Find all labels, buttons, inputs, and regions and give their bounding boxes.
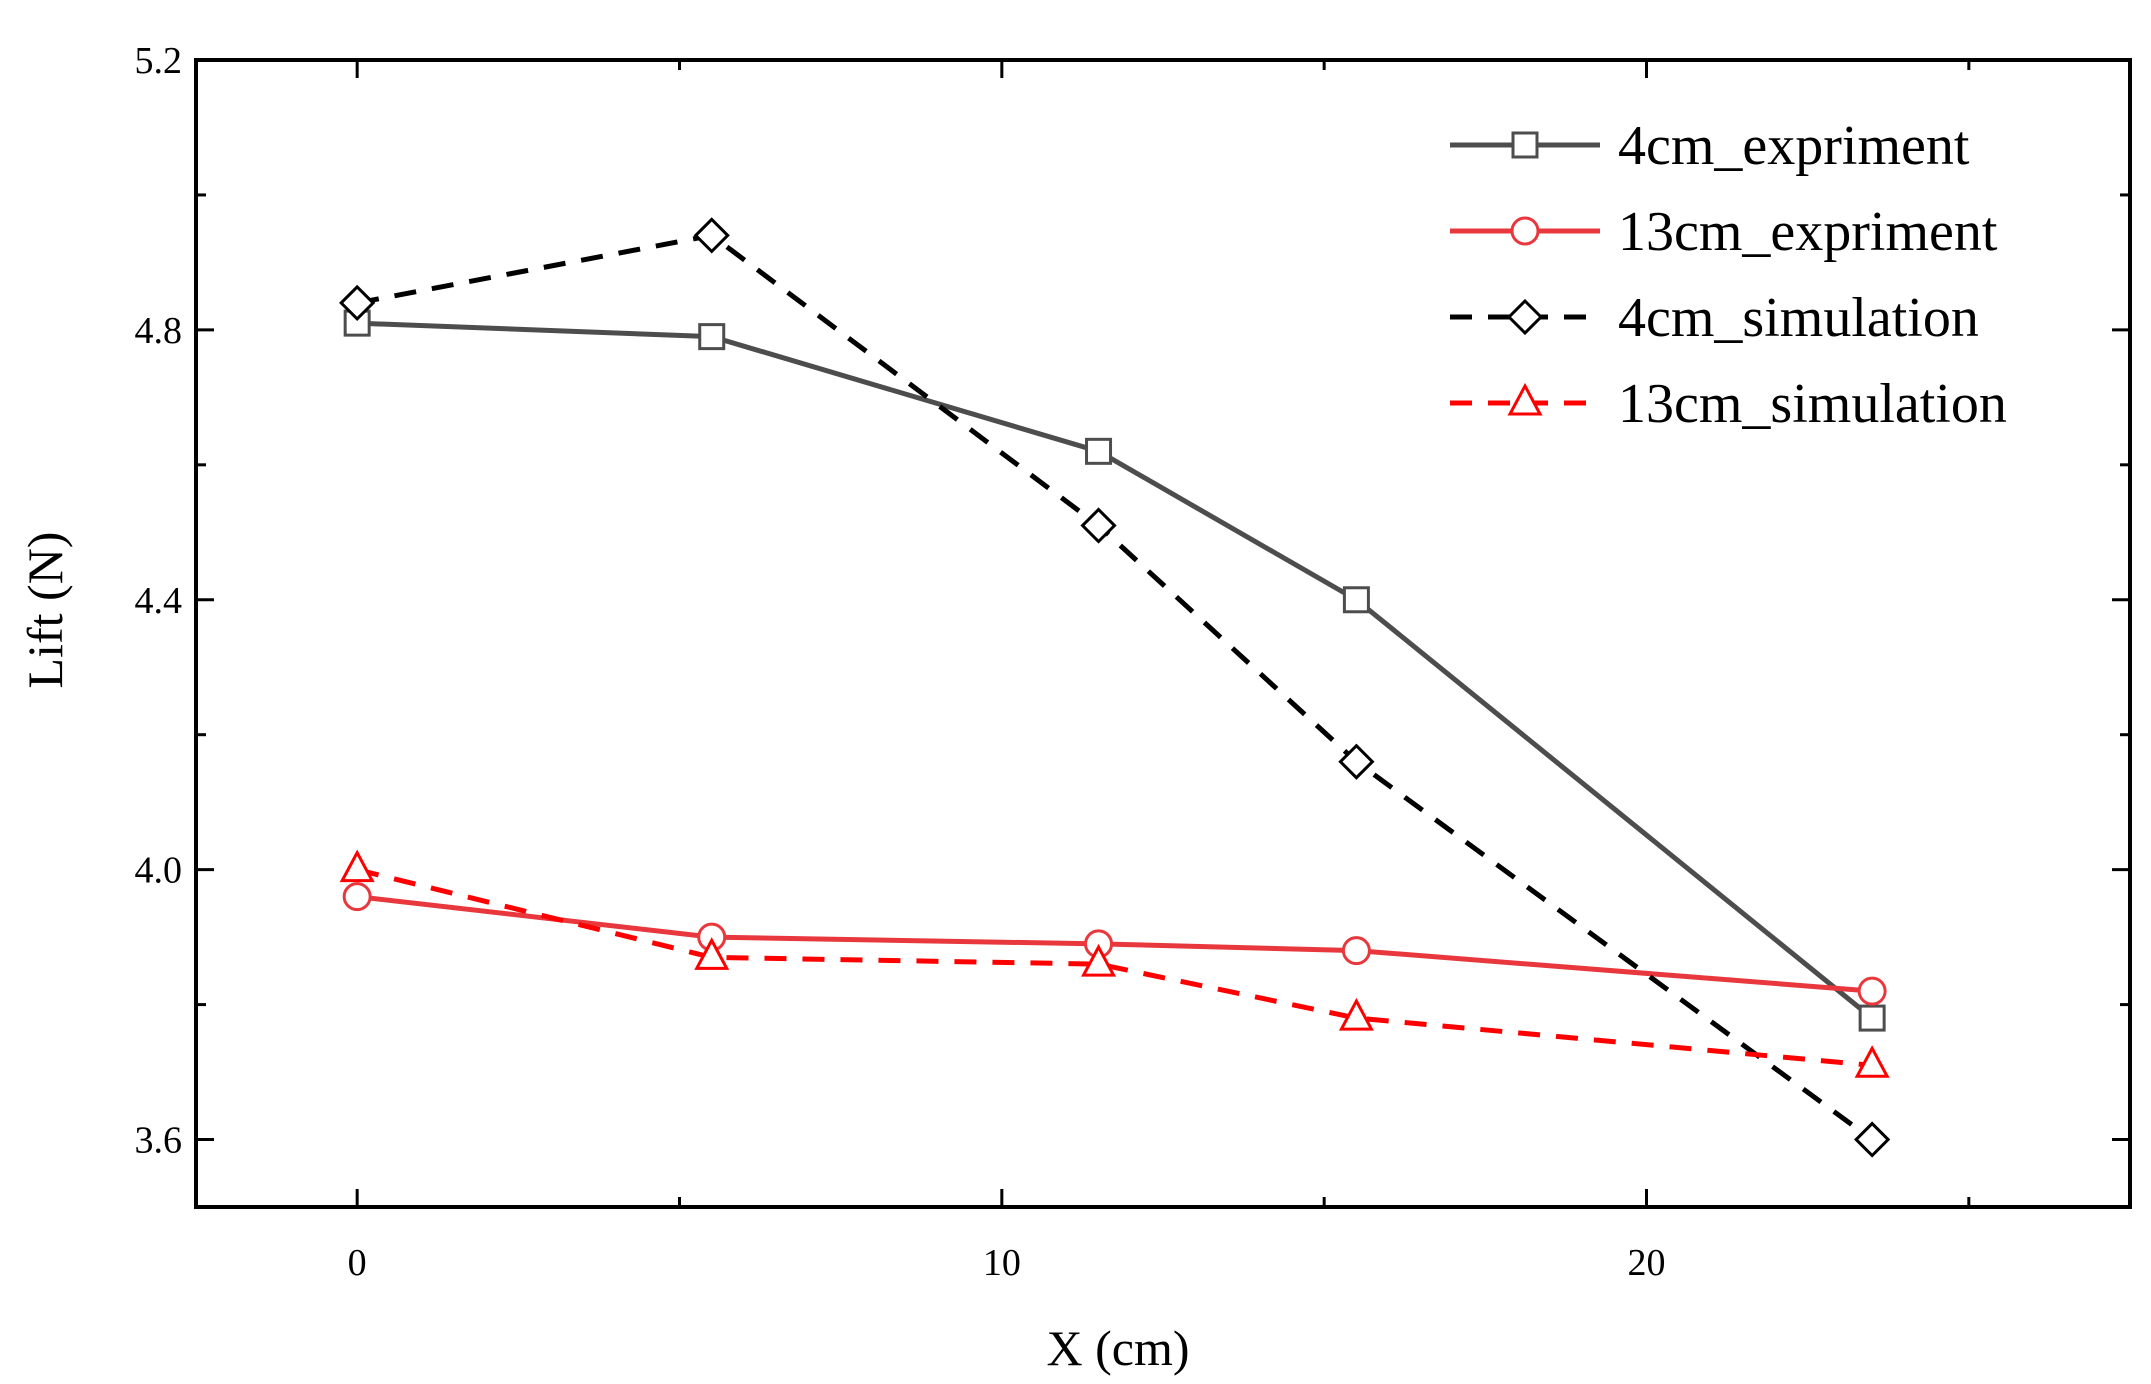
data-point-4cm_simulation xyxy=(1338,743,1375,780)
legend-marker xyxy=(1507,382,1543,416)
series-13cm_expriment xyxy=(342,882,1887,1006)
data-point-13cm_simulation xyxy=(694,937,730,970)
data-point-13cm_simulation xyxy=(1081,943,1117,977)
data-point-4cm_simulation xyxy=(1854,1121,1891,1158)
series-line-4cm_simulation xyxy=(356,232,1874,1142)
legend-label: 4cm_expriment xyxy=(1618,115,1970,177)
legend-marker xyxy=(1510,216,1540,246)
series-4cm_simulation xyxy=(339,217,1891,1158)
series-group xyxy=(339,217,1891,1158)
data-point-13cm_simulation xyxy=(1854,1045,1890,1078)
legend-label: 13cm_simulation xyxy=(1618,373,2007,435)
series-13cm_simulation xyxy=(339,849,1890,1078)
data-point-4cm_expriment xyxy=(1858,1004,1886,1032)
data-point-13cm_expriment xyxy=(1857,976,1887,1006)
legend-label: 13cm_expriment xyxy=(1618,201,1998,263)
data-point-4cm_simulation xyxy=(1080,507,1117,544)
x-axis-title: X (cm) xyxy=(1047,1320,1190,1376)
series-4cm_expriment xyxy=(343,309,1886,1032)
series-line-13cm_simulation xyxy=(356,867,1873,1068)
data-point-13cm_expriment xyxy=(1341,936,1371,966)
data-point-4cm_expriment xyxy=(698,323,726,351)
x-tick-label: 20 xyxy=(1628,1242,1666,1284)
y-tick-label: 3.6 xyxy=(135,1120,183,1162)
y-tick-label: 4.4 xyxy=(135,580,183,622)
y-tick-label: 5.2 xyxy=(135,40,183,82)
legend-label: 4cm_simulation xyxy=(1618,287,1979,349)
legend-marker xyxy=(1506,298,1544,336)
legend-item-4cm_simulation: 4cm_simulation xyxy=(1450,287,1979,349)
data-point-13cm_simulation xyxy=(1338,997,1374,1031)
data-point-4cm_expriment xyxy=(1085,437,1113,465)
y-axis-title: Lift (N) xyxy=(17,532,73,689)
legend-marker xyxy=(1511,131,1539,159)
legend: 4cm_expriment 13cm_expriment 4cm_simulatio… xyxy=(1450,115,2007,435)
data-point-4cm_simulation xyxy=(693,217,730,254)
legend-item-4cm_expriment: 4cm_expriment xyxy=(1450,115,1970,177)
x-tick-labels: 0 10 20 xyxy=(348,1242,1666,1284)
series-line-13cm_expriment xyxy=(356,894,1873,994)
y-tick-labels: 3.6 4.0 4.4 4.8 5.2 xyxy=(135,40,183,1162)
y-tick-label: 4.8 xyxy=(135,310,183,352)
legend-item-13cm_expriment: 13cm_expriment xyxy=(1450,201,1998,263)
axis-ticks xyxy=(196,58,2130,1207)
x-tick-label: 0 xyxy=(348,1242,367,1284)
y-tick-label: 4.0 xyxy=(135,850,183,892)
data-point-13cm_expriment xyxy=(342,882,372,912)
data-point-4cm_simulation xyxy=(339,284,376,322)
data-point-4cm_expriment xyxy=(1342,586,1370,614)
legend-item-13cm_simulation: 13cm_simulation xyxy=(1450,373,2007,435)
data-point-13cm_simulation xyxy=(339,849,375,883)
plot-frame xyxy=(194,58,2132,1209)
x-tick-label: 10 xyxy=(983,1242,1021,1284)
